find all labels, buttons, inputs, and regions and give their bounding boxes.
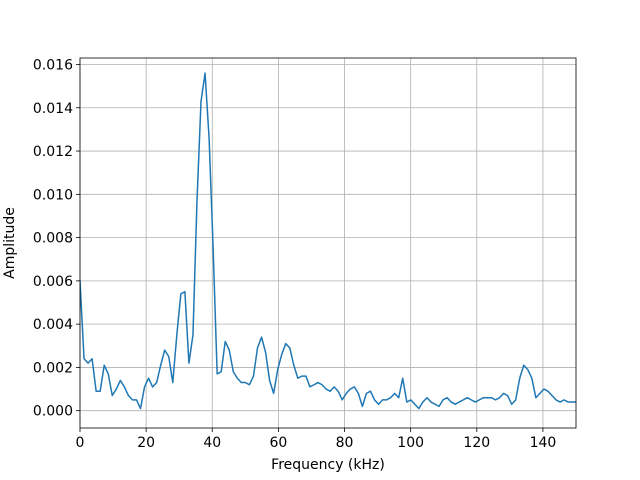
y-tick-label: 0.008: [33, 231, 73, 247]
y-tick-label: 0.016: [33, 57, 73, 73]
plot-area: [80, 58, 576, 428]
plot-frame: [79, 57, 577, 429]
x-tick-label: 140: [530, 435, 557, 451]
y-axis: 0.000 0.002 0.004 0.006 0.008 0.010 0.012 0.014…: [33, 57, 80, 420]
x-tick-label: 20: [137, 435, 155, 451]
y-tick-label: 0.010: [33, 187, 73, 203]
x-tick-label: 60: [269, 435, 287, 451]
x-axis-label: Frequency (kHz): [271, 457, 385, 473]
y-tick-label: 0.004: [33, 317, 73, 333]
y-tick-label: 0.002: [33, 360, 73, 376]
series-line-0: [80, 72, 576, 410]
x-axis: 0 20 40 60 80 100 120 140: [76, 428, 557, 451]
y-tick-label: 0.014: [33, 101, 73, 117]
y-tick-label: 0.000: [33, 404, 73, 420]
y-tick-label: 0.006: [33, 274, 73, 290]
y-tick-label: 0.012: [33, 144, 73, 160]
series-layer: [80, 72, 576, 410]
x-tick-label: 80: [336, 435, 354, 451]
x-tick-label: 40: [203, 435, 221, 451]
x-tick-label: 120: [463, 435, 490, 451]
y-axis-label: Amplitude: [2, 207, 18, 279]
grid: [79, 58, 576, 428]
x-tick-label: 100: [397, 435, 424, 451]
x-tick-label: 0: [76, 435, 85, 451]
